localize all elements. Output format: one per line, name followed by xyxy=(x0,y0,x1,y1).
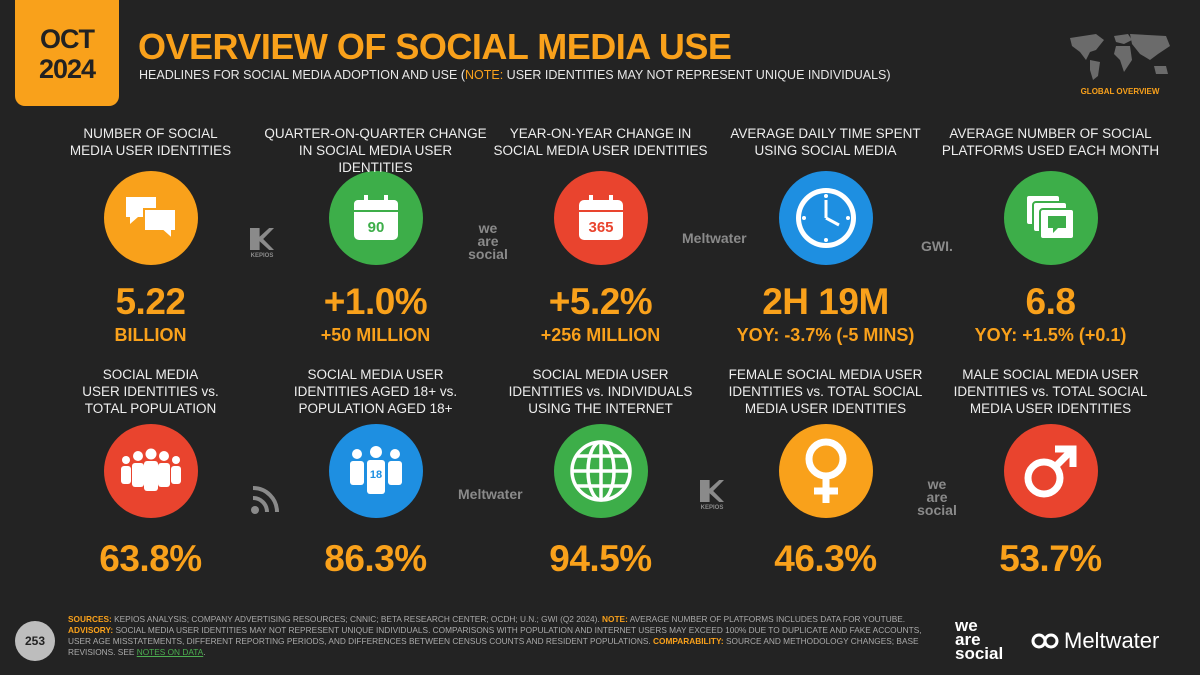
kepios-text: KEPIOS xyxy=(700,505,724,511)
chat-bubbles-icon xyxy=(103,171,198,265)
stat-value: 86.3% xyxy=(324,538,427,579)
stat-label: NUMBER OF SOCIAL MEDIA USER IDENTITIES xyxy=(69,126,232,158)
stat-card: SOCIAL MEDIA USER IDENTITIES AGED 18+ vs… xyxy=(263,366,488,582)
page-number: 253 xyxy=(15,621,55,661)
stat-value: 2H 19M xyxy=(762,281,889,322)
source-logo: Meltwater xyxy=(682,230,747,246)
globe-icon xyxy=(553,424,648,518)
stat-card: MALE SOCIAL MEDIA USER IDENTITIES vs. TO… xyxy=(938,366,1163,582)
meltwater-logo: Meltwater xyxy=(1030,628,1159,654)
subtitle-text: HEADLINES FOR SOCIAL MEDIA ADOPTION AND … xyxy=(139,68,465,82)
subtitle-note: NOTE: xyxy=(465,68,504,82)
note-label: NOTE: xyxy=(602,614,628,624)
stat-label: SOCIAL MEDIA USER IDENTITIES vs. INDIVID… xyxy=(508,367,693,416)
stat-subvalue: YOY: -3.7% (-5 MINS) xyxy=(736,325,915,345)
stat-subvalue: BILLION xyxy=(114,325,187,345)
sources-label: SOURCES: xyxy=(68,614,112,624)
stat-card: FEMALE SOCIAL MEDIA USER IDENTITIES vs. … xyxy=(713,366,938,582)
source-logo: we are social xyxy=(468,220,508,262)
comparability-text: SOURCE AND METHODOLOGY CHANGES; BASE REV… xyxy=(68,636,919,657)
stat-card: QUARTER-ON-QUARTER CHANGE IN SOCIAL MEDI… xyxy=(263,125,488,346)
adults-18-icon: 18 xyxy=(328,424,423,518)
stat-value: 94.5% xyxy=(549,538,652,579)
stat-card: SOCIAL MEDIA USER IDENTITIES vs. INDIVID… xyxy=(488,366,713,582)
footer-notes: SOURCES: KEPIOS ANALYSIS; COMPANY ADVERT… xyxy=(68,614,928,658)
source-logo: we are social xyxy=(917,476,957,518)
stat-value: +5.2% xyxy=(548,281,653,322)
calendar-90-icon: 90 xyxy=(328,171,423,265)
stacked-windows-icon xyxy=(1003,171,1098,265)
date-year: 2024 xyxy=(38,54,96,84)
page-subtitle: HEADLINES FOR SOCIAL MEDIA ADOPTION AND … xyxy=(139,68,891,82)
kepios-text: KEPIOS xyxy=(250,253,274,259)
source-logo: Meltwater xyxy=(458,486,523,502)
sources-text: KEPIOS ANALYSIS; COMPANY ADVERTISING RES… xyxy=(111,614,603,624)
note-text: AVERAGE NUMBER OF PLATFORMS INCLUDES DAT… xyxy=(627,614,906,624)
svg-text:90: 90 xyxy=(367,219,384,236)
advisory-label: ADVISORY: xyxy=(68,625,114,635)
stat-subvalue: +256 MILLION xyxy=(540,325,661,345)
advisory-text: SOCIAL MEDIA USER IDENTITIES MAY NOT REP… xyxy=(68,625,922,646)
date-month: OCT xyxy=(40,24,95,54)
stat-label: AVERAGE NUMBER OF SOCIAL PLATFORMS USED … xyxy=(941,126,1160,158)
we-are-social-logo: we are social xyxy=(955,616,1004,663)
source-logo: KEPIOS xyxy=(682,480,742,515)
stat-value: 53.7% xyxy=(999,538,1102,579)
subtitle-text-end: USER IDENTITIES MAY NOT REPRESENT UNIQUE… xyxy=(503,68,891,82)
stat-value: 63.8% xyxy=(99,538,202,579)
stat-value: 5.22 xyxy=(115,281,186,322)
people-group-icon xyxy=(103,424,198,518)
world-map-icon xyxy=(1070,34,1170,80)
calendar-365-icon: 365 xyxy=(553,171,648,265)
stat-subvalue: YOY: +1.5% (+0.1) xyxy=(974,325,1127,345)
global-overview-label: GLOBAL OVERVIEW xyxy=(1080,87,1160,96)
female-symbol-icon xyxy=(778,424,873,518)
meltwater-mark-icon xyxy=(1031,633,1059,649)
stat-label: YEAR-ON-YEAR CHANGE IN SOCIAL MEDIA USER… xyxy=(493,126,708,158)
svg-text:18: 18 xyxy=(369,469,381,481)
date-badge: OCT 2024 xyxy=(15,0,119,106)
stat-label: AVERAGE DAILY TIME SPENT USING SOCIAL ME… xyxy=(730,126,921,158)
stat-card: SOCIAL MEDIA USER IDENTITIES vs. TOTAL P… xyxy=(38,366,263,582)
comparability-label: COMPARABILITY: xyxy=(653,636,724,646)
meltwater-text: Meltwater xyxy=(1064,628,1160,653)
stat-card: YEAR-ON-YEAR CHANGE IN SOCIAL MEDIA USER… xyxy=(488,125,713,346)
source-logo xyxy=(235,482,295,520)
stat-label: FEMALE SOCIAL MEDIA USER IDENTITIES vs. … xyxy=(728,367,923,416)
stat-card: NUMBER OF SOCIAL MEDIA USER IDENTITIES 5… xyxy=(38,125,263,346)
stat-card: AVERAGE NUMBER OF SOCIAL PLATFORMS USED … xyxy=(938,125,1163,346)
source-logo: KEPIOS xyxy=(232,228,292,263)
stat-value: 6.8 xyxy=(1025,281,1076,322)
stat-label: SOCIAL MEDIA USER IDENTITIES vs. TOTAL P… xyxy=(82,367,219,416)
footer-end: . xyxy=(203,647,206,657)
stat-card: AVERAGE DAILY TIME SPENT USING SOCIAL ME… xyxy=(713,125,938,346)
stat-label: QUARTER-ON-QUARTER CHANGE IN SOCIAL MEDI… xyxy=(264,126,487,175)
stat-subvalue: +50 MILLION xyxy=(320,325,431,345)
source-logo: GWI. xyxy=(921,238,953,254)
svg-text:365: 365 xyxy=(588,219,613,236)
stat-value: 46.3% xyxy=(774,538,877,579)
stat-label: MALE SOCIAL MEDIA USER IDENTITIES vs. TO… xyxy=(953,367,1148,416)
stat-label: SOCIAL MEDIA USER IDENTITIES AGED 18+ vs… xyxy=(293,367,458,416)
datareportal-icon xyxy=(251,486,279,514)
notes-on-data-link[interactable]: NOTES ON DATA xyxy=(136,647,204,657)
stat-value: +1.0% xyxy=(323,281,428,322)
male-symbol-icon xyxy=(1003,424,1098,518)
clock-icon xyxy=(778,171,873,265)
page-title: OVERVIEW OF SOCIAL MEDIA USE xyxy=(138,26,732,67)
